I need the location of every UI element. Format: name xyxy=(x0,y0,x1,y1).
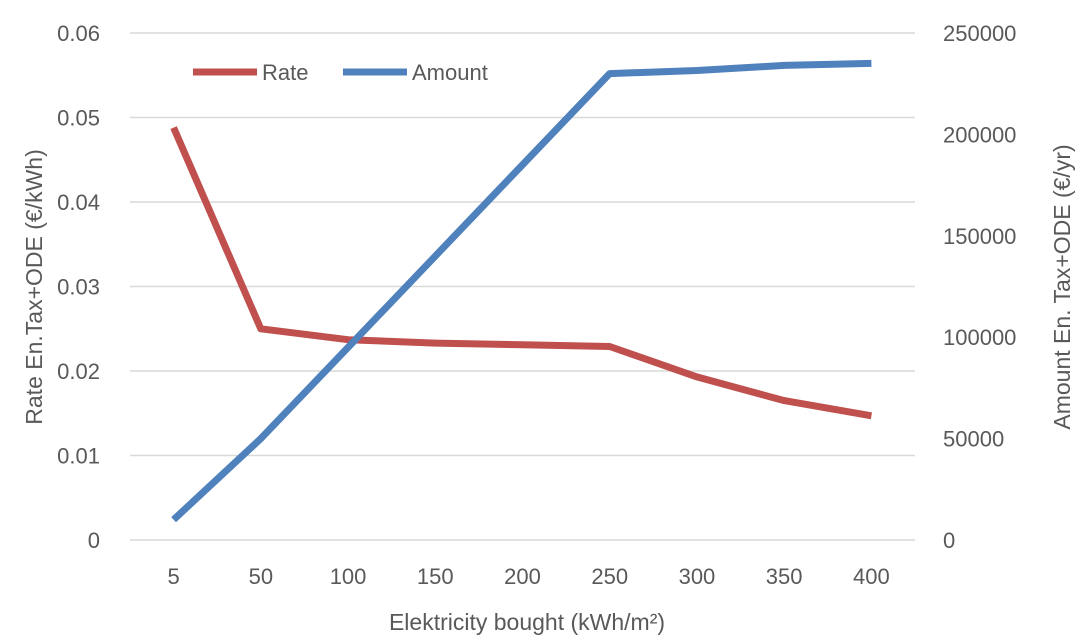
right-tick-label: 0 xyxy=(943,528,955,553)
series-lines xyxy=(170,59,873,523)
right-axis-ticks: 0 50000 100000 150000 200000 250000 xyxy=(943,21,1016,553)
left-tick-label: 0.06 xyxy=(57,21,100,46)
left-tick-label: 0.04 xyxy=(57,190,100,215)
x-tick-label: 250 xyxy=(591,564,628,589)
x-tick-label: 50 xyxy=(249,564,273,589)
right-axis-title: Amount En. Tax+ODE (€/yr) xyxy=(1049,144,1075,429)
x-tick-label: 350 xyxy=(766,564,803,589)
legend-label-rate: Rate xyxy=(262,60,308,85)
legend: Rate Amount xyxy=(193,60,488,85)
x-tick-label: 100 xyxy=(330,564,367,589)
x-axis-ticks: 5 50 100 150 200 250 300 350 400 xyxy=(167,564,889,589)
left-axis-ticks: 0 0.01 0.02 0.03 0.04 0.05 0.06 xyxy=(57,21,100,553)
x-tick-label: 300 xyxy=(679,564,716,589)
x-tick-label: 150 xyxy=(417,564,454,589)
right-tick-label: 250000 xyxy=(943,21,1016,46)
right-tick-label: 100000 xyxy=(943,325,1016,350)
left-tick-label: 0.02 xyxy=(57,359,100,384)
right-tick-label: 50000 xyxy=(943,427,1004,452)
right-tick-label: 150000 xyxy=(943,224,1016,249)
gridlines xyxy=(130,32,915,541)
left-tick-label: 0.01 xyxy=(57,444,100,469)
x-tick-label: 400 xyxy=(853,564,890,589)
left-tick-label: 0.05 xyxy=(57,106,100,131)
x-tick-label: 5 xyxy=(167,564,179,589)
left-axis-title: Rate En.Tax+ODE (€/kWh) xyxy=(21,149,47,424)
left-tick-label: 0 xyxy=(88,528,100,553)
x-axis-title: Elektricity bought (kWh/m²) xyxy=(389,609,665,635)
series-line-amount xyxy=(171,59,872,523)
series-line-rate xyxy=(170,126,873,420)
left-tick-label: 0.03 xyxy=(57,275,100,300)
right-tick-label: 200000 xyxy=(943,122,1016,147)
x-tick-label: 200 xyxy=(504,564,541,589)
legend-label-amount: Amount xyxy=(412,60,488,85)
